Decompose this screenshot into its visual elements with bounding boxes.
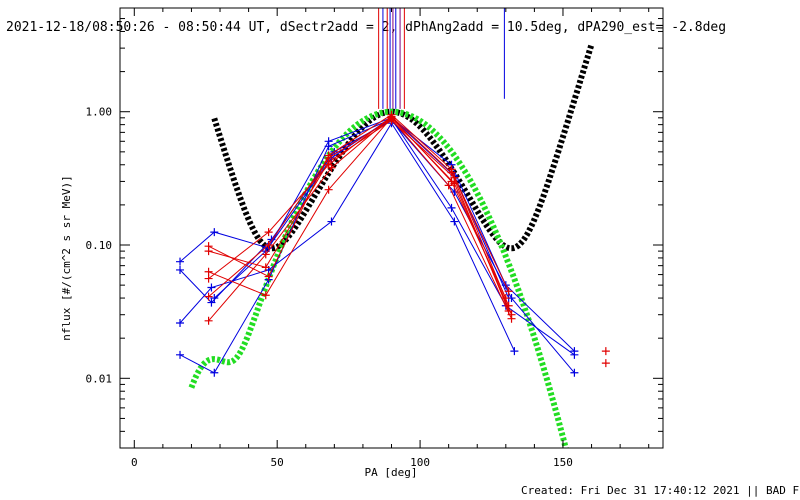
data-point-red: [204, 292, 213, 301]
footer-text: Created: Fri Dec 31 17:40:12 2021 || BAD…: [521, 484, 800, 497]
data-point-blue: [210, 294, 219, 303]
data-point-blue: [210, 368, 219, 377]
data-line-red: [208, 118, 512, 319]
fit-curve-black: [211, 43, 595, 252]
data-point-blue: [176, 265, 185, 274]
x-tick-label: 0: [131, 456, 138, 469]
data-point-red: [261, 291, 270, 300]
data-line-red: [208, 119, 510, 292]
data-point-blue: [510, 347, 519, 356]
data-point-blue: [176, 350, 185, 359]
plot-area: [176, 8, 610, 448]
data-point-blue: [327, 217, 336, 226]
x-tick-label: 50: [271, 456, 284, 469]
data-point-blue: [207, 283, 216, 292]
y-axis-label: nflux [#/(cm^2 s sr MeV)]: [60, 175, 73, 341]
data-point-blue: [570, 350, 579, 359]
x-axis-label: PA [deg]: [365, 466, 418, 479]
data-point-red: [264, 272, 273, 281]
data-point-blue: [176, 257, 185, 266]
data-point-red: [204, 247, 213, 256]
y-tick-label: 0.01: [86, 372, 113, 385]
data-line-red: [208, 116, 507, 322]
chart-title: 2021-12-18/08:50:26 - 08:50:44 UT, dSect…: [6, 20, 726, 35]
data-point-blue: [570, 368, 579, 377]
fit-curve-green: [188, 108, 569, 448]
data-point-red: [261, 263, 270, 272]
data-point-red: [264, 228, 273, 237]
data-point-red: [324, 185, 333, 194]
data-point-red: [261, 250, 270, 259]
data-point-red: [601, 359, 610, 368]
y-tick-label: 0.10: [86, 239, 113, 252]
data-line-red: [208, 117, 512, 315]
data-point-blue: [207, 298, 216, 307]
data-line-blue: [179, 118, 575, 374]
data-point-red: [601, 347, 610, 356]
data-point-red: [324, 157, 333, 166]
data-line-blue: [179, 117, 575, 352]
data-point-blue: [210, 228, 219, 237]
data-point-blue: [447, 203, 456, 212]
axes: 0 50 100 150 0.01 0.10 1.00: [86, 7, 663, 469]
data-point-red: [204, 267, 213, 276]
y-tick-label: 1.00: [86, 106, 113, 119]
data-point-red: [501, 294, 510, 303]
data-point-red: [204, 274, 213, 283]
x-tick-label: 100: [410, 456, 430, 469]
data-point-red: [327, 163, 336, 172]
plot-frame: [119, 7, 664, 449]
data-point-red: [450, 173, 459, 182]
data-point-red: [387, 116, 396, 125]
data-point-red: [504, 287, 513, 296]
data-line-blue: [179, 119, 575, 374]
x-tick-label: 150: [553, 456, 573, 469]
data-line-red: [208, 115, 510, 312]
data-point-red: [204, 316, 213, 325]
data-point-blue: [324, 142, 333, 151]
data-point-blue: [176, 318, 185, 327]
data-point-red: [264, 241, 273, 250]
data-point-red: [507, 314, 516, 323]
data-point-blue: [450, 217, 459, 226]
